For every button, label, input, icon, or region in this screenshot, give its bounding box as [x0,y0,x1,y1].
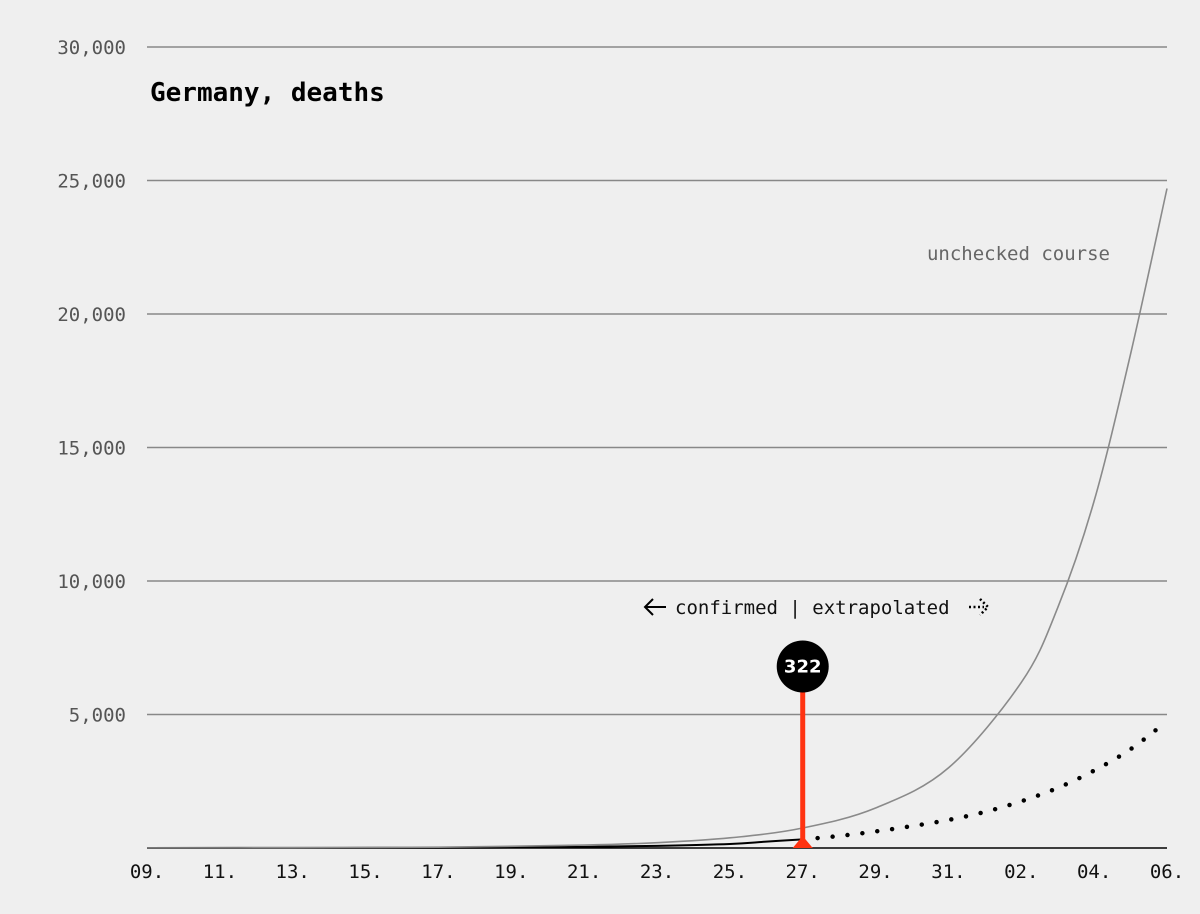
x-tick-label: 25. [713,861,747,883]
x-tick-label: 15. [348,861,382,883]
x-tick-label: 17. [421,861,455,883]
y-tick-label: 5,000 [69,705,126,727]
dotted-right-arrow-head-icon [979,598,990,616]
x-tick-label: 21. [567,861,601,883]
x-tick-label: 02. [1004,861,1038,883]
series-line-extrapolated [800,718,1170,842]
confirmed-extrapolated-label: confirmed | extrapolated [675,597,950,619]
y-tick-label: 15,000 [57,438,126,460]
x-tick-label: 11. [203,861,237,883]
y-tick-label: 10,000 [57,571,126,593]
chart-title: Germany, deaths [150,78,385,108]
x-tick-label: 27. [786,861,820,883]
text-layer: Germany, deaths unchecked course confirm… [57,37,1184,883]
x-tick-label: 04. [1077,861,1111,883]
y-tick-label: 25,000 [57,171,126,193]
left-arrow-head-icon [643,598,654,616]
x-tick-label: 13. [276,861,310,883]
x-tick-label: 31. [931,861,965,883]
series-line-unchecked-course [146,188,1168,849]
marker-circle [776,640,829,693]
y-tick-label: 20,000 [57,304,126,326]
marker-layer: 322 [776,640,829,848]
marker-value: 322 [784,656,822,677]
x-tick-label: 19. [494,861,528,883]
x-tick-label: 23. [640,861,674,883]
unchecked-course-label: unchecked course [927,243,1110,265]
grid-layer [147,46,1167,849]
series-layer [146,188,1170,849]
marker-triangle [792,836,813,848]
x-tick-label: 29. [858,861,892,883]
y-tick-label: 30,000 [57,37,126,59]
x-tick-label: 09. [130,861,164,883]
x-tick-label: 06. [1150,861,1184,883]
